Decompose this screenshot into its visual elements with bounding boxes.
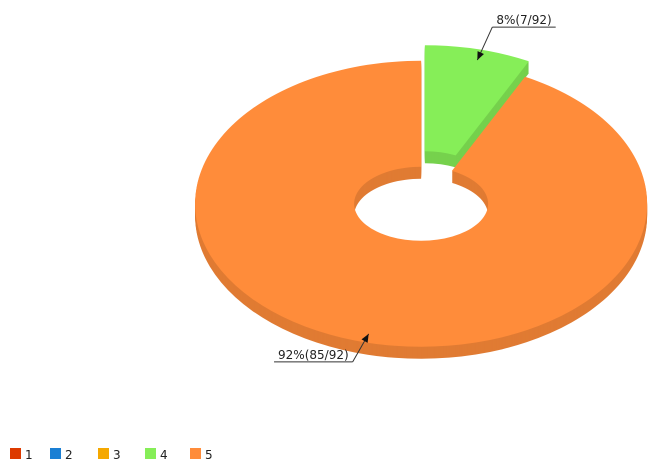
- leader-arrow: [477, 51, 484, 61]
- legend-swatch: [190, 448, 201, 459]
- legend-label: 5: [205, 448, 213, 462]
- legend-swatch: [98, 448, 109, 459]
- pie: [195, 45, 648, 359]
- legend-label: 2: [65, 448, 73, 462]
- legend-swatch: [50, 448, 61, 459]
- legend-label: 3: [113, 448, 121, 462]
- slice: [195, 60, 648, 347]
- value-label: 8%(7/92): [496, 13, 551, 27]
- legend-label: 4: [160, 448, 168, 462]
- legend-label: 1: [25, 448, 33, 462]
- legend-swatch: [145, 448, 156, 459]
- value-label: 92%(85/92): [278, 348, 349, 362]
- leader-arrow: [361, 333, 369, 343]
- slice: [424, 45, 529, 156]
- legend-swatch: [10, 448, 21, 459]
